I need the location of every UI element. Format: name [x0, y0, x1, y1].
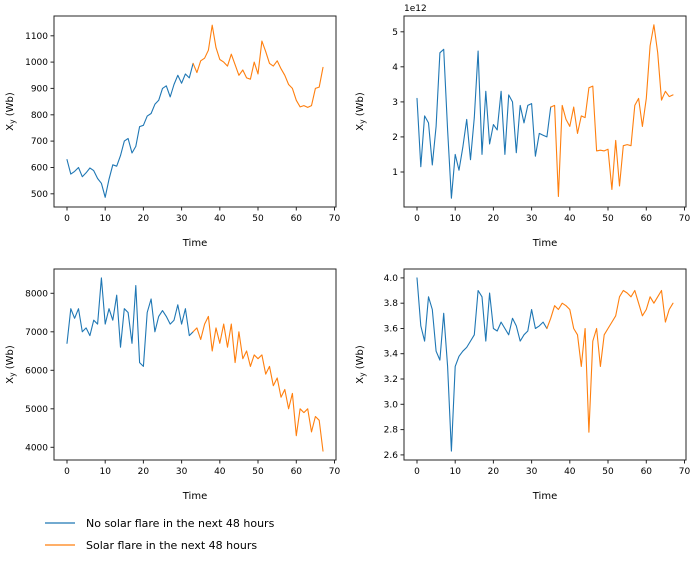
svg-text:0: 0	[64, 214, 70, 224]
svg-text:8000: 8000	[25, 289, 48, 299]
line-chart-top-left: 0 10 20 30 40 50 60 70 500 600 700 800 900 1000 1100 Ti…	[5, 15, 341, 249]
svg-text:50: 50	[252, 467, 264, 477]
svg-text:10: 10	[449, 467, 461, 477]
svg-text:40: 40	[564, 467, 576, 477]
svg-text:20: 20	[138, 467, 150, 477]
svg-text:6000: 6000	[25, 366, 48, 376]
svg-text:500: 500	[31, 190, 48, 200]
legend-item-flare: Solar flare in the next 48 hours	[44, 534, 700, 556]
svg-text:5: 5	[392, 28, 398, 38]
svg-text:70: 70	[679, 214, 691, 224]
svg-text:1100: 1100	[25, 32, 48, 42]
svg-text:1e12: 1e12	[404, 4, 427, 14]
legend-label-flare: Solar flare in the next 48 hours	[86, 538, 258, 552]
svg-text:600: 600	[31, 164, 48, 174]
svg-text:1000: 1000	[25, 58, 48, 68]
svg-text:Time: Time	[532, 491, 557, 502]
svg-text:20: 20	[138, 214, 150, 224]
svg-text:Xy (Wb): Xy (Wb)	[355, 345, 367, 384]
line-chart-top-right: 0 10 20 30 40 50 60 70 1 2 3 4 5 1e12 Time Xy (Wb)	[355, 4, 691, 249]
svg-text:Xy (Wb): Xy (Wb)	[5, 345, 17, 384]
svg-text:Xy (Wb): Xy (Wb)	[5, 92, 17, 131]
svg-text:30: 30	[176, 214, 188, 224]
svg-text:3: 3	[392, 98, 398, 108]
svg-text:700: 700	[31, 137, 48, 147]
chart-cell-bottom-left: 0 10 20 30 40 50 60 70 4000 5000 6000 7000 8000 Time X…	[0, 253, 350, 506]
svg-text:10: 10	[449, 214, 461, 224]
svg-text:4000: 4000	[25, 443, 48, 453]
chart-cell-bottom-right: 0 10 20 30 40 50 60 70 2.6 2.8 3.0 3.2 3.4 3.6 3.8 4.0 T…	[350, 253, 700, 506]
legend-item-no-flare: No solar flare in the next 48 hours	[44, 512, 700, 534]
svg-text:900: 900	[31, 84, 48, 94]
svg-text:10: 10	[99, 467, 111, 477]
svg-text:3.4: 3.4	[384, 350, 399, 360]
line-chart-bottom-right: 0 10 20 30 40 50 60 70 2.6 2.8 3.0 3.2 3.4 3.6 3.8 4.0 T…	[355, 268, 691, 502]
svg-text:30: 30	[526, 467, 538, 477]
svg-text:40: 40	[564, 214, 576, 224]
svg-text:70: 70	[329, 467, 341, 477]
svg-text:0: 0	[64, 467, 70, 477]
svg-text:4: 4	[392, 63, 398, 73]
svg-text:60: 60	[291, 214, 303, 224]
legend-line-flare	[45, 544, 75, 546]
svg-text:1: 1	[392, 168, 398, 178]
svg-text:2.6: 2.6	[384, 451, 399, 461]
svg-text:30: 30	[526, 214, 538, 224]
svg-text:3.8: 3.8	[384, 299, 399, 309]
svg-text:Time: Time	[182, 491, 207, 502]
svg-text:50: 50	[252, 214, 264, 224]
svg-text:10: 10	[99, 214, 111, 224]
svg-text:2.8: 2.8	[384, 426, 399, 436]
svg-text:0: 0	[414, 214, 420, 224]
svg-text:60: 60	[641, 214, 653, 224]
chart-cell-top-right: 0 10 20 30 40 50 60 70 1 2 3 4 5 1e12 Time Xy (Wb)	[350, 0, 700, 253]
svg-text:50: 50	[602, 467, 614, 477]
charts-grid: 0 10 20 30 40 50 60 70 500 600 700 800 900 1000 1100 Ti…	[0, 0, 700, 506]
svg-text:3.6: 3.6	[384, 325, 399, 335]
svg-text:50: 50	[602, 214, 614, 224]
chart-cell-top-left: 0 10 20 30 40 50 60 70 500 600 700 800 900 1000 1100 Ti…	[0, 0, 350, 253]
legend: No solar flare in the next 48 hours Sola…	[0, 512, 700, 556]
svg-text:3.0: 3.0	[384, 400, 399, 410]
svg-text:3.2: 3.2	[384, 375, 398, 385]
svg-text:20: 20	[488, 214, 500, 224]
legend-label-no-flare: No solar flare in the next 48 hours	[86, 516, 275, 530]
svg-text:Xy (Wb): Xy (Wb)	[355, 92, 367, 131]
svg-text:0: 0	[414, 467, 420, 477]
svg-text:60: 60	[641, 467, 653, 477]
svg-text:70: 70	[329, 214, 341, 224]
line-chart-bottom-left: 0 10 20 30 40 50 60 70 4000 5000 6000 7000 8000 Time X…	[5, 268, 341, 502]
legend-line-no-flare	[45, 522, 75, 524]
svg-text:4.0: 4.0	[384, 274, 399, 284]
svg-text:60: 60	[291, 467, 303, 477]
svg-text:30: 30	[176, 467, 188, 477]
svg-text:800: 800	[31, 111, 48, 121]
svg-text:Time: Time	[532, 238, 557, 249]
svg-text:Time: Time	[182, 238, 207, 249]
svg-text:40: 40	[214, 214, 226, 224]
svg-text:7000: 7000	[25, 328, 48, 338]
svg-text:2: 2	[392, 133, 398, 143]
svg-text:40: 40	[214, 467, 226, 477]
svg-text:70: 70	[679, 467, 691, 477]
svg-text:5000: 5000	[25, 405, 48, 415]
svg-text:20: 20	[488, 467, 500, 477]
